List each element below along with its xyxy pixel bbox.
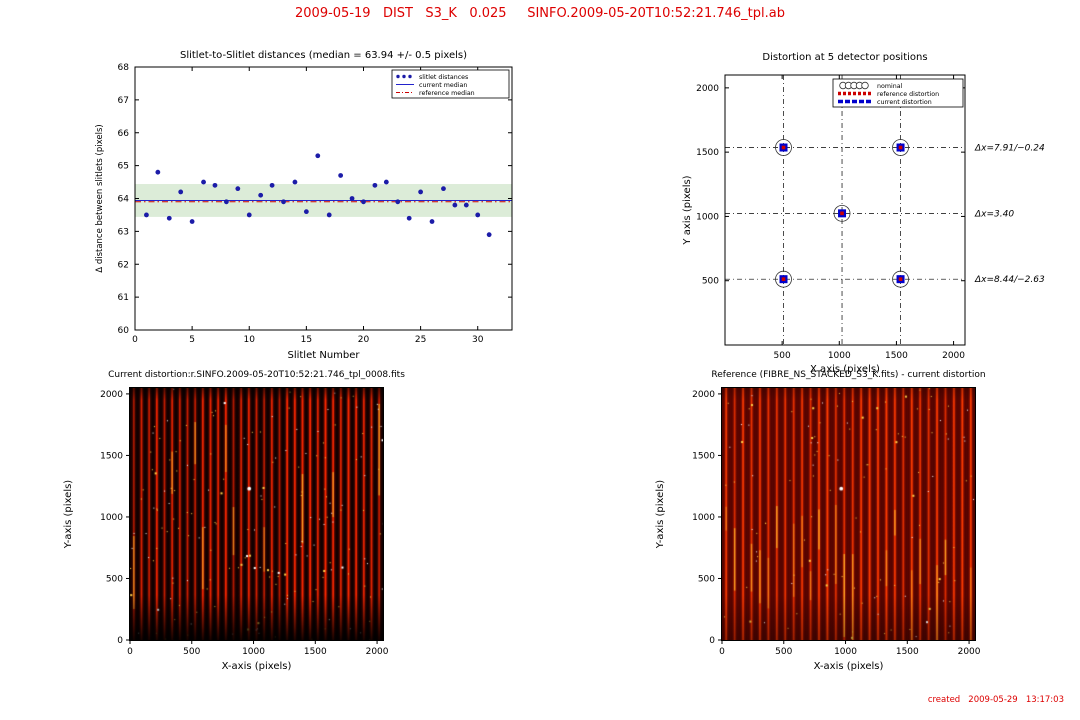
- svg-text:500: 500: [698, 574, 715, 584]
- x-axis-label: X-axis (pixels): [222, 661, 292, 672]
- svg-text:65: 65: [118, 162, 129, 172]
- svg-text:0: 0: [127, 647, 133, 657]
- svg-text:66: 66: [118, 129, 130, 139]
- y-axis-label: Y-axis (pixels): [63, 480, 74, 550]
- slitlet-distances-plot: Slitlet-to-Slitlet distances (median = 6…: [60, 42, 520, 377]
- svg-text:current distortion: current distortion: [877, 99, 932, 106]
- svg-text:30: 30: [472, 335, 484, 345]
- svg-text:500: 500: [106, 574, 123, 584]
- svg-text:61: 61: [118, 293, 129, 303]
- distortion-plot-svg: Distortion at 5 detector positions 500 100…: [682, 52, 1045, 375]
- axis-ticks: [718, 393, 970, 644]
- svg-text:reference median: reference median: [419, 90, 475, 97]
- y-axis-label: Y-axis (pixels): [655, 480, 666, 550]
- axis-ticks: [725, 75, 965, 345]
- plot-title: Distortion at 5 detector positions: [762, 52, 927, 63]
- distortion-positions-plot: Distortion at 5 detector positions 500 100…: [655, 42, 1075, 377]
- svg-text:reference distortion: reference distortion: [877, 91, 939, 98]
- image-axes-svg: Reference (FIBRE_NS_STACKED_S3_K.fits) -…: [655, 370, 986, 672]
- y-axis-label: Y axis (pixels): [682, 175, 693, 245]
- axes-frame: [724, 74, 966, 346]
- created-timestamp: created 2009-05-29 13:17:03: [927, 695, 1064, 705]
- svg-text:Δx=3.40: Δx=3.40: [974, 209, 1014, 219]
- axes-frame: [129, 387, 384, 641]
- svg-text:0: 0: [709, 636, 715, 646]
- detector-position-markers: [775, 139, 909, 288]
- svg-text:1500: 1500: [896, 647, 919, 657]
- svg-text:64: 64: [118, 195, 130, 205]
- svg-text:1500: 1500: [100, 451, 123, 461]
- svg-text:1000: 1000: [696, 212, 719, 222]
- svg-text:2000: 2000: [942, 351, 965, 361]
- svg-text:2000: 2000: [696, 84, 719, 94]
- svg-text:62: 62: [118, 260, 129, 270]
- svg-text:Δx=7.91/−0.24: Δx=7.91/−0.24: [974, 144, 1045, 154]
- svg-text:0: 0: [719, 647, 725, 657]
- svg-text:20: 20: [358, 335, 370, 345]
- svg-text:1500: 1500: [304, 647, 327, 657]
- x-axis-label: Slitlet Number: [287, 350, 360, 361]
- scatter-points: [144, 153, 492, 238]
- svg-text:2000: 2000: [692, 390, 715, 400]
- axis-ticks: [134, 66, 512, 331]
- svg-text:500: 500: [774, 351, 791, 361]
- delta-x-annotations: Δx=7.91/−0.24 Δx=3.40 Δx=8.44/−2.63: [974, 144, 1045, 286]
- svg-text:5: 5: [189, 335, 195, 345]
- svg-text:slitlet distances: slitlet distances: [419, 74, 468, 81]
- svg-text:0: 0: [117, 636, 123, 646]
- svg-text:67: 67: [118, 96, 129, 106]
- svg-text:500: 500: [775, 647, 792, 657]
- image-axes-svg: Current distortion:r.SINFO.2009-05-20T10…: [63, 370, 405, 672]
- svg-text:current median: current median: [419, 82, 467, 89]
- plot-title: Slitlet-to-Slitlet distances (median = 6…: [180, 50, 467, 61]
- svg-text:63: 63: [118, 227, 129, 237]
- svg-text:0: 0: [132, 335, 138, 345]
- svg-text:1500: 1500: [692, 451, 715, 461]
- y-axis-label: Δ distance between slitlets (pixels): [95, 124, 105, 272]
- plot-title: Current distortion:r.SINFO.2009-05-20T10…: [108, 370, 405, 380]
- page-title: 2009-05-19 DIST S3_K 0.025 SINFO.2009-05…: [295, 6, 785, 21]
- detector-image-canvas: [130, 388, 383, 640]
- svg-text:1500: 1500: [696, 148, 719, 158]
- svg-text:500: 500: [702, 277, 719, 287]
- svg-text:Δx=8.44/−2.63: Δx=8.44/−2.63: [974, 275, 1045, 285]
- svg-text:2000: 2000: [366, 647, 389, 657]
- reference-distortion-image-plot: Reference (FIBRE_NS_STACKED_S3_K.fits) -…: [647, 360, 987, 672]
- detector-image-canvas: [722, 388, 975, 640]
- x-axis-label: X-axis (pixels): [814, 661, 884, 672]
- svg-text:1000: 1000: [828, 351, 851, 361]
- svg-text:15: 15: [301, 335, 312, 345]
- svg-text:1000: 1000: [100, 513, 123, 523]
- svg-text:nominal: nominal: [877, 83, 903, 90]
- svg-text:25: 25: [415, 335, 426, 345]
- svg-text:500: 500: [183, 647, 200, 657]
- x-axis-label: X axis (pixels): [810, 364, 880, 375]
- current-distortion-image-plot: Current distortion:r.SINFO.2009-05-20T10…: [55, 360, 405, 672]
- svg-text:1000: 1000: [692, 513, 715, 523]
- slitlet-plot-svg: Slitlet-to-Slitlet distances (median = 6…: [95, 50, 513, 361]
- svg-text:60: 60: [118, 326, 130, 336]
- svg-text:1000: 1000: [242, 647, 265, 657]
- svg-text:10: 10: [244, 335, 256, 345]
- svg-text:1500: 1500: [885, 351, 908, 361]
- axis-ticks: [126, 393, 378, 644]
- axes-frame: [721, 387, 976, 641]
- svg-text:68: 68: [118, 63, 130, 73]
- plot-title: Reference (FIBRE_NS_STACKED_S3_K.fits) -…: [711, 370, 985, 380]
- svg-text:1000: 1000: [834, 647, 857, 657]
- svg-text:2000: 2000: [100, 390, 123, 400]
- svg-text:2000: 2000: [958, 647, 981, 657]
